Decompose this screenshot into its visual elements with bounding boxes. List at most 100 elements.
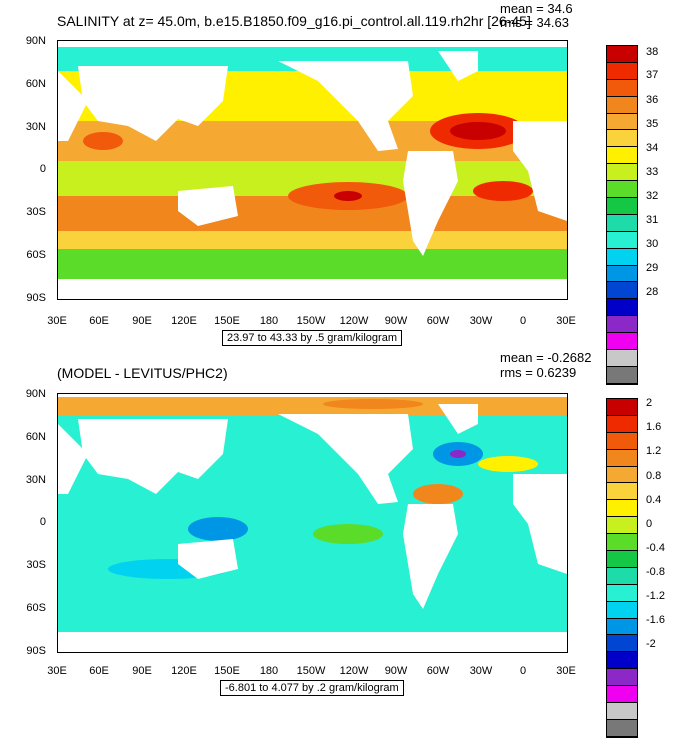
lon-tick: 0	[519, 665, 527, 677]
lat-tick: 60N	[25, 78, 46, 90]
colorbar-label: 0.4	[646, 494, 662, 506]
lon-tick: 150W	[296, 315, 326, 327]
colorbar-swatch	[607, 500, 637, 518]
lon-tick: 120W	[339, 315, 369, 327]
panel-title: SALINITY at z= 45.0m, b.e15.B1850.f09_g1…	[57, 13, 531, 29]
lon-tick: 90E	[132, 665, 152, 677]
colorbar-label: 1.2	[646, 445, 662, 457]
antarctica-land	[58, 279, 567, 299]
eurasia-land	[78, 419, 228, 494]
lon-tick: 120E	[171, 665, 197, 677]
lon-tick: 60E	[89, 315, 109, 327]
north-america-land	[278, 414, 413, 504]
colorbar-label: 0.8	[646, 470, 662, 482]
lon-tick: 30W	[469, 665, 493, 677]
lon-tick: 90E	[132, 315, 152, 327]
lat-tick: 0	[39, 163, 46, 175]
rms-label: rms = 34.63	[500, 15, 570, 30]
arctic-band	[58, 397, 567, 415]
salinity-map	[57, 40, 568, 300]
colorbar-swatch	[607, 584, 637, 602]
labrador-core	[450, 450, 466, 458]
colorbar-swatch	[607, 669, 637, 687]
colorbar-swatch	[607, 517, 637, 535]
lon-tick: 30E	[47, 315, 67, 327]
colorbar-swatch	[607, 601, 637, 619]
lon-tick: 150W	[296, 665, 326, 677]
colorbar-swatch	[607, 567, 637, 585]
gulf-stream-positive-anomaly	[413, 484, 463, 504]
colorbar-swatch	[607, 449, 637, 467]
colorbar-swatch	[607, 399, 637, 416]
salinity-map-graphic	[58, 41, 567, 299]
central-pacific-positive-anomaly	[313, 524, 383, 544]
colorbar-swatch	[607, 147, 637, 165]
colorbar-swatch	[607, 652, 637, 670]
lat-tick: 90N	[25, 35, 46, 47]
africa-west-land	[58, 424, 88, 494]
colorbar-swatch	[607, 350, 637, 367]
colorbar-swatch	[607, 415, 637, 433]
colorbar-label: 2	[646, 397, 653, 409]
salinity-panel: SALINITY at z= 45.0m, b.e15.B1850.f09_g1…	[0, 0, 700, 385]
lon-tick: 60W	[426, 315, 450, 327]
eurasia-land	[78, 66, 228, 141]
lat-tick: 90S	[26, 292, 46, 304]
colorbar-swatch	[607, 282, 637, 300]
lat-tick: 90S	[26, 645, 46, 657]
lat-tick: 30N	[25, 474, 46, 486]
mean-label: mean = 34.6	[500, 1, 573, 16]
colorbar-swatch	[607, 198, 637, 215]
colorbar-swatch	[607, 635, 637, 653]
lat-tick: 60S	[26, 602, 46, 614]
colorbar-label: -1.2	[646, 590, 665, 602]
south-atlantic-salinity-max	[473, 181, 533, 201]
australia-land	[178, 539, 238, 579]
colorbar-swatch	[607, 333, 637, 351]
colorbar-label: -0.4	[646, 542, 665, 554]
colorbar-swatch	[607, 618, 637, 636]
africa-land	[513, 121, 567, 221]
colorbar-label: 0	[646, 518, 653, 530]
colorbar-swatch	[607, 686, 637, 704]
west-pacific-negative-anomaly	[188, 517, 248, 541]
lon-tick: 120W	[339, 665, 369, 677]
contour-range-label: -6.801 to 4.077 by .2 gram/kilogram	[220, 680, 404, 696]
arabian-sea-max	[83, 132, 123, 150]
colorbar-swatch	[607, 79, 637, 97]
mean-label: mean = -0.2682	[500, 350, 592, 365]
lat-tick: 90N	[25, 388, 46, 400]
greenland-land	[438, 404, 478, 434]
colorbar-swatch	[607, 534, 637, 552]
south-america-land	[403, 504, 458, 609]
lon-tick: 30W	[469, 315, 493, 327]
colorbar-swatch	[607, 181, 637, 199]
colorbar-swatch	[607, 231, 637, 249]
lon-tick: 0	[519, 315, 527, 327]
colorbar-swatch	[607, 703, 637, 720]
colorbar-label: 35	[646, 118, 659, 130]
africa-west-land	[58, 71, 88, 141]
colorbar-swatch	[607, 316, 637, 334]
lon-tick: 150E	[214, 665, 240, 677]
lon-tick: 180	[259, 315, 279, 327]
colorbar-swatch	[607, 62, 637, 80]
colorbar-label: 36	[646, 94, 659, 106]
lon-tick: 180	[259, 665, 279, 677]
colorbar-label: -0.8	[646, 566, 665, 578]
difference-map-graphic	[58, 394, 567, 652]
colorbar-label: 33	[646, 166, 659, 178]
colorbar-label: 32	[646, 190, 659, 202]
north-atlantic-core	[450, 122, 506, 140]
lon-tick: 30E	[47, 665, 67, 677]
colorbar-label: 1.6	[646, 421, 662, 433]
colorbar-swatch	[607, 299, 637, 317]
salinity-colorbar	[606, 45, 638, 385]
colorbar-swatch	[607, 719, 637, 737]
colorbar-label: -2	[646, 638, 656, 650]
north-america-land	[278, 61, 413, 151]
lon-tick: 60E	[89, 665, 109, 677]
colorbar-label: 34	[646, 142, 659, 154]
south-america-land	[403, 151, 458, 256]
greenland-land	[438, 51, 478, 81]
